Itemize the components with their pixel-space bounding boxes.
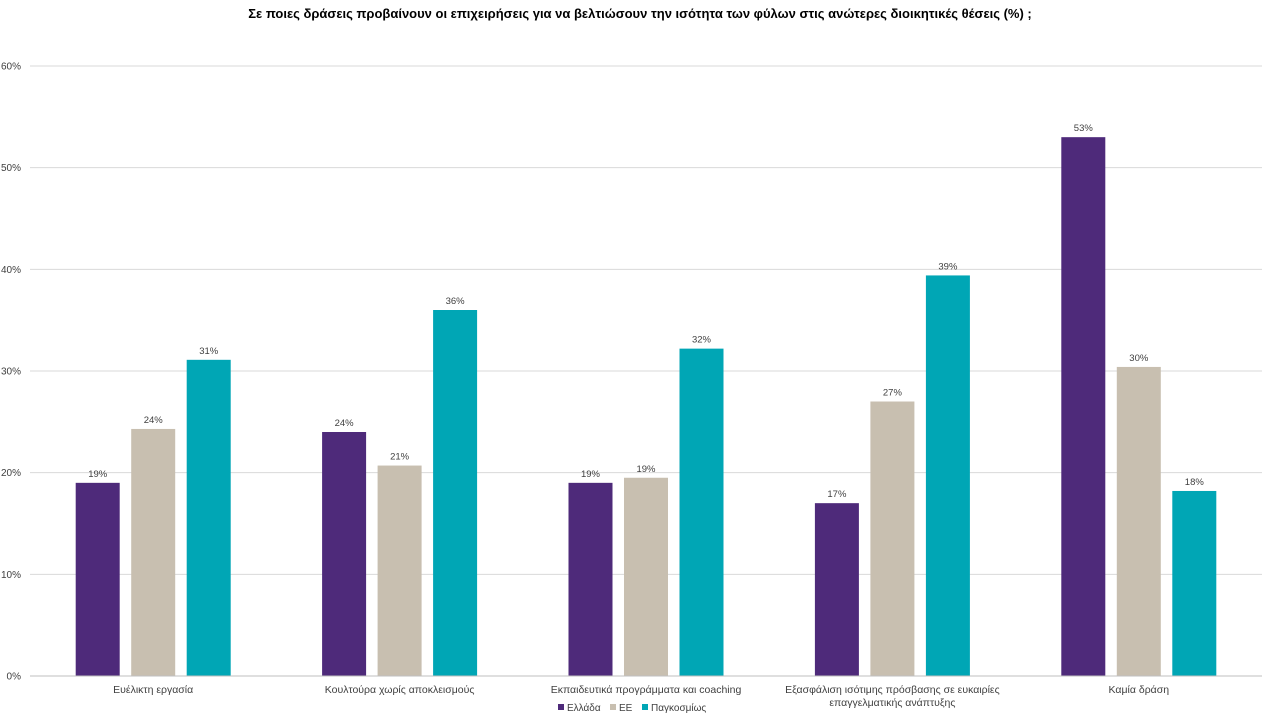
bar: [1116, 366, 1161, 676]
x-tick-label: Εκπαιδευτικά προγράμματα και coaching: [551, 684, 742, 696]
y-axis: 0% 10% 20% 30% 40% 50% 60%: [1, 62, 21, 683]
y-tick-label: 10%: [1, 570, 21, 581]
x-tick-label: Ευέλικτη εργασία: [113, 684, 193, 696]
data-label: 36%: [446, 296, 466, 307]
data-label: 17%: [827, 489, 847, 500]
data-label: 31%: [199, 346, 219, 357]
bar: [433, 310, 478, 676]
bar: [870, 401, 915, 676]
data-label: 27%: [883, 388, 903, 399]
data-label: 21%: [390, 452, 410, 463]
bar: [75, 482, 120, 676]
x-tick-label: επαγγελματικής ανάπτυξης: [829, 697, 955, 709]
x-tick-label: Εξασφάλιση ισότιμης πρόσβασης σε ευκαιρί…: [785, 684, 1000, 696]
bar: [1172, 490, 1217, 676]
data-labels: 19% 24% 31% 24% 21% 36% 19% 19% 32% 17% 27% 39% 53% 3…: [88, 123, 1204, 500]
data-label: 19%: [581, 469, 601, 480]
bar: [131, 428, 176, 676]
legend-label: ΕΕ: [619, 703, 633, 714]
legend: Ελλάδα ΕΕ Παγκοσμίως: [558, 702, 706, 714]
y-tick-label: 20%: [1, 468, 21, 479]
data-label: 53%: [1074, 123, 1094, 134]
bar: [679, 348, 724, 676]
legend-label: Παγκοσμίως: [651, 702, 706, 714]
y-tick-label: 30%: [1, 367, 21, 378]
bar: [322, 432, 367, 676]
bars: [75, 137, 1217, 676]
bar: [624, 477, 668, 676]
bar: [814, 503, 859, 676]
y-tick-label: 60%: [1, 62, 21, 73]
gridlines: [30, 65, 1262, 575]
data-label: 32%: [692, 335, 712, 346]
legend-swatch: [558, 704, 564, 710]
legend-label: Ελλάδα: [567, 702, 601, 714]
bar: [1061, 137, 1106, 676]
y-tick-label: 0%: [7, 672, 22, 683]
legend-swatch: [642, 704, 648, 710]
data-label: 39%: [938, 261, 958, 272]
data-label: 19%: [88, 469, 108, 480]
data-label: 18%: [1185, 477, 1205, 488]
y-tick-label: 50%: [1, 163, 21, 174]
chart-title: Σε ποιες δράσεις προβαίνουν οι επιχειρήσ…: [248, 6, 1032, 21]
legend-swatch: [610, 704, 616, 710]
x-tick-label: Κουλτούρα χωρίς αποκλεισμούς: [325, 684, 475, 696]
x-tick-label: Καμία δράση: [1109, 684, 1170, 696]
y-tick-label: 40%: [1, 265, 21, 276]
bar: [186, 359, 231, 676]
data-label: 30%: [1129, 353, 1149, 364]
bar: [568, 482, 613, 676]
bar: [377, 465, 422, 676]
data-label: 24%: [335, 418, 355, 429]
data-label: 19%: [636, 464, 656, 475]
data-label: 24%: [144, 415, 164, 426]
x-axis: Ευέλικτη εργασία Κουλτούρα χωρίς αποκλεισ…: [30, 675, 1262, 709]
bar: [925, 275, 970, 676]
